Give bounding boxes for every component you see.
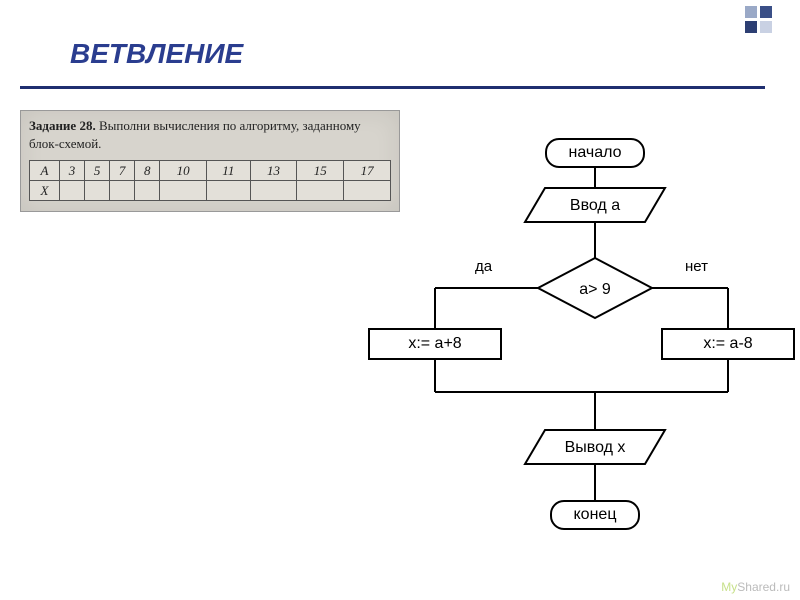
watermark: МyShared.ru <box>721 580 790 594</box>
cell: 10 <box>160 161 207 181</box>
flow-input-text: Ввод а <box>570 197 620 214</box>
decor-sq <box>760 6 772 18</box>
cell: 11 <box>207 161 251 181</box>
cell <box>110 181 135 201</box>
corner-decor <box>745 6 772 33</box>
cell <box>207 181 251 201</box>
cell: 3 <box>60 161 85 181</box>
watermark-2: Shared <box>737 580 776 594</box>
flow-start: начало <box>545 138 645 168</box>
flow-output-text: Вывод х <box>565 439 626 456</box>
cell <box>85 181 110 201</box>
page-title: ВЕТВЛЕНИЕ <box>70 38 243 70</box>
cell: 13 <box>250 161 297 181</box>
decor-sq <box>745 21 757 33</box>
cell: 5 <box>85 161 110 181</box>
flow-no-label: нет <box>685 258 708 275</box>
row-x-label: X <box>30 181 60 201</box>
decor-sq <box>760 21 772 33</box>
watermark-3: .ru <box>776 580 790 594</box>
task-label: Задание 28. <box>29 118 96 133</box>
cell: 7 <box>110 161 135 181</box>
flow-op-no: х:= а-8 <box>661 328 795 360</box>
watermark-1: Мy <box>721 580 737 594</box>
cell <box>60 181 85 201</box>
flow-end: конец <box>550 500 640 530</box>
cell: 8 <box>135 161 160 181</box>
flow-cond-text: а> 9 <box>579 281 611 298</box>
flowchart: Ввод а а> 9 Вывод х начало да нет х:= а+… <box>320 130 790 590</box>
cell <box>135 181 160 201</box>
decor-sq <box>745 6 757 18</box>
flow-yes-label: да <box>475 258 492 275</box>
flow-op-yes: х:= а+8 <box>368 328 502 360</box>
cell <box>160 181 207 201</box>
cell <box>250 181 297 201</box>
row-a-label: A <box>30 161 60 181</box>
title-underline <box>20 86 765 89</box>
